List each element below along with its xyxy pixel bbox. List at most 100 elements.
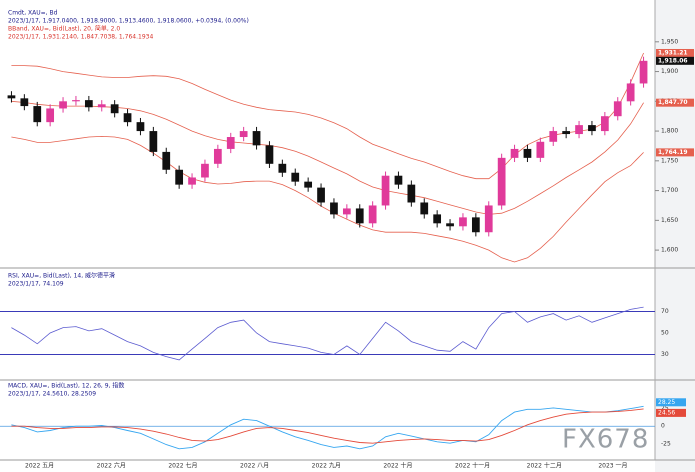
y-tick-label: 1,900 <box>661 68 678 75</box>
candle-body <box>265 145 274 164</box>
candle-body <box>497 157 506 206</box>
candle-body <box>278 163 287 173</box>
candle-body <box>291 172 300 182</box>
candle-body <box>484 205 493 233</box>
candle-body <box>136 122 145 132</box>
rsi-tick-label: 50 <box>661 330 669 337</box>
candle-body <box>304 181 313 188</box>
chart-title: Cmdt, XAU=, Bd <box>8 10 58 17</box>
candle-body <box>213 148 222 164</box>
candle-body <box>510 148 519 158</box>
bollinger-band <box>11 52 644 180</box>
x-tick-label: 2022 十二月 <box>527 462 562 470</box>
price-label-box <box>656 148 694 157</box>
macd-label: 28.25 <box>658 399 675 406</box>
y-tick-label: 1,650 <box>661 217 678 224</box>
price-label: 1,847.70 <box>658 99 688 106</box>
candle-body <box>433 214 442 224</box>
candle-body <box>523 148 532 158</box>
candle-body <box>536 141 545 158</box>
candle-body <box>175 169 184 185</box>
candle-body <box>226 137 235 149</box>
macd-tick-label: -25 <box>661 440 671 447</box>
x-tick-label: 2022 九月 <box>312 462 341 470</box>
candle-body <box>394 175 403 185</box>
candle-body <box>20 98 29 107</box>
macd-subtitle: 2023/1/17, 24.5610, 28.2509 <box>8 391 96 398</box>
x-tick-label: 2022 十一月 <box>455 462 490 470</box>
candle-body <box>317 187 325 203</box>
candle-body <box>110 104 119 114</box>
axis-column <box>655 0 695 472</box>
price-label-box <box>656 98 694 107</box>
y-tick-label: 1,800 <box>661 128 678 135</box>
candle-body <box>46 108 55 123</box>
candle-body <box>600 116 609 132</box>
bollinger-band <box>11 135 644 263</box>
y-tick-label: 1,600 <box>661 247 678 254</box>
price-label-box <box>656 56 694 65</box>
candle-body <box>59 101 67 109</box>
candle-body <box>72 100 80 102</box>
y-tick-label: 1,950 <box>661 38 678 45</box>
candle-body <box>588 125 596 132</box>
candle-body <box>407 184 416 203</box>
candle-body <box>97 104 106 108</box>
candle-body <box>549 131 558 142</box>
y-tick-label: 1,700 <box>661 187 678 194</box>
price-label: 1,918.06 <box>658 57 688 64</box>
price-label: 1,764.19 <box>658 149 688 156</box>
macd-label-box <box>656 398 686 407</box>
candle-body <box>381 175 390 206</box>
rsi-tick-label: 70 <box>661 308 669 315</box>
candle-body <box>162 151 171 170</box>
candle-body <box>355 208 364 224</box>
price-label: 1,931.21 <box>658 49 688 56</box>
candle-body <box>613 101 622 117</box>
x-tick-label: 2022 六月 <box>97 462 126 470</box>
candle-body <box>7 95 16 99</box>
candle-body <box>342 208 351 215</box>
candle-body <box>84 100 93 108</box>
macd-tick-label: 25 <box>661 405 669 412</box>
chart-subtitle: 2023/1/17, 1,917.0400, 1,918.9000, 1,913… <box>8 18 249 25</box>
macd-line <box>11 408 644 444</box>
watermark: FX678 <box>562 425 649 455</box>
candle-body <box>188 177 196 185</box>
bands-subtitle: 2023/1/17, 1,931.2140, 1,847.7038, 1,764… <box>8 34 153 41</box>
x-tick-label: 2022 七月 <box>168 462 197 470</box>
macd-tick-label: 0 <box>661 423 665 430</box>
candle-body <box>420 202 429 215</box>
x-tick-label: 2023 一月 <box>598 463 627 470</box>
y-tick-label: 1,750 <box>661 157 678 164</box>
x-tick-label: 2022 五月 <box>25 463 54 470</box>
candle-body <box>459 217 467 227</box>
bands-title: BBand, XAU=, Bid(Last), 20, 简单, 2.0 <box>8 25 120 33</box>
x-tick-label: 2022 十月 <box>383 462 412 470</box>
macd-label: 24.56 <box>658 409 675 416</box>
candle-body <box>330 202 338 215</box>
candle-body <box>252 131 261 146</box>
rsi-subtitle: 2023/1/17, 74.109 <box>8 281 64 288</box>
rsi-tick-label: 30 <box>661 351 669 358</box>
candle-body <box>201 163 209 178</box>
macd-line <box>11 405 644 450</box>
candle-body <box>639 60 648 84</box>
candle-body <box>562 131 571 135</box>
candle-body <box>446 223 454 227</box>
candle-body <box>471 217 480 233</box>
candle-body <box>33 106 42 123</box>
candle-body <box>239 131 248 138</box>
candle-body <box>149 131 158 152</box>
candle-body <box>626 83 635 102</box>
candle-body <box>123 113 132 123</box>
macd-title: MACD, XAU=, Bid(Last), 12, 26, 9, 指数 <box>8 382 124 390</box>
candle-body <box>368 205 377 224</box>
macd-label-box <box>656 408 686 417</box>
candle-body <box>575 125 583 135</box>
x-tick-label: 2022 八月 <box>240 463 269 470</box>
rsi-title: RSI, XAU=, Bid(Last), 14, 威尔德平滑 <box>8 272 115 280</box>
rsi-line <box>11 306 644 361</box>
